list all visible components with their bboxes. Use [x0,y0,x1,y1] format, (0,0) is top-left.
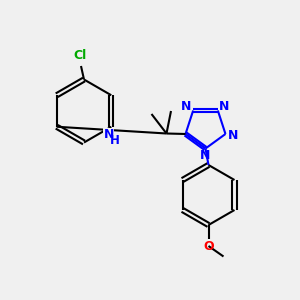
Text: N: N [103,128,114,141]
Text: N: N [200,148,211,162]
Text: N: N [182,100,192,113]
Text: N: N [219,100,230,113]
Text: N: N [228,129,238,142]
Text: H: H [110,134,120,146]
Text: Cl: Cl [73,49,86,62]
Text: O: O [203,240,214,253]
